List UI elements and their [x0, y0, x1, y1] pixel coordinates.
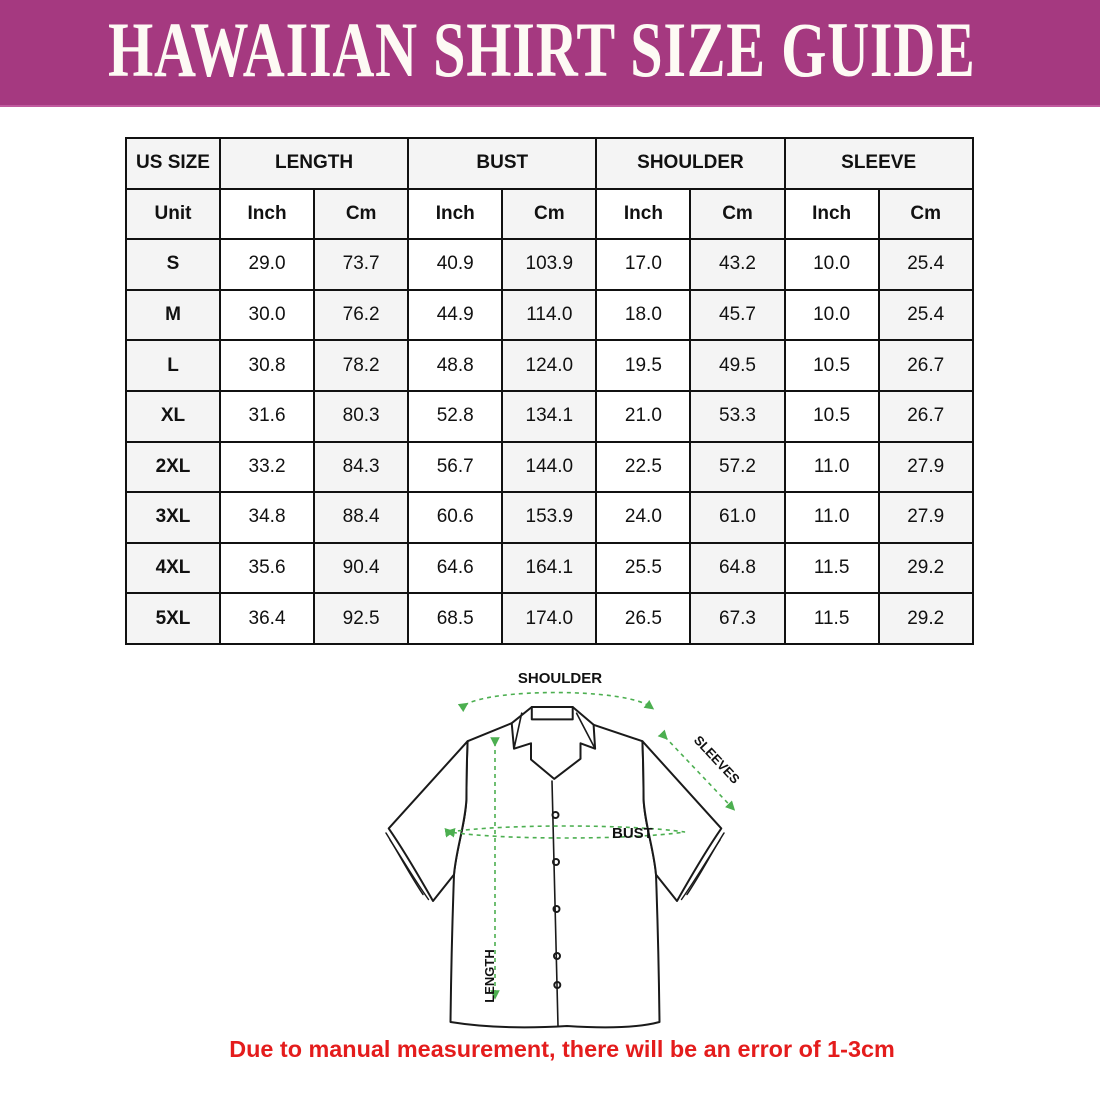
svg-text:BUST: BUST [612, 825, 653, 842]
svg-text:LENGTH: LENGTH [482, 949, 497, 1002]
svg-text:SHOULDER: SHOULDER [518, 670, 602, 687]
svg-text:SLEEVES: SLEEVES [691, 733, 743, 787]
